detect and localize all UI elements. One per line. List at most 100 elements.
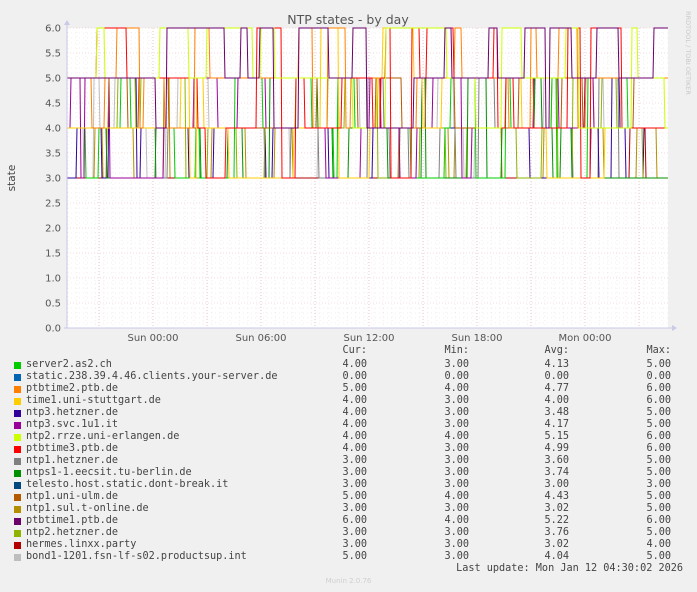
legend-value-avg: 3.74 <box>544 467 569 478</box>
legend-row: static.238.39.4.46.clients.your-server.d… <box>0 371 697 383</box>
legend-value-max: 4.00 <box>646 539 671 550</box>
y-tick-label: 1.5 <box>45 249 61 260</box>
legend-swatch <box>14 422 21 429</box>
legend-value-min: 3.00 <box>444 503 469 514</box>
legend-swatch <box>14 506 21 513</box>
legend-label: ptbtime3.ptb.de <box>26 443 119 454</box>
legend-value-cur: 4.00 <box>342 395 367 406</box>
x-tick-labels: Sun 00:00 Sun 06:00 Sun 12:00 Sun 18:00 Mon … <box>127 333 611 344</box>
legend-value-cur: 5.00 <box>342 491 367 502</box>
y-axis-label: state <box>6 165 18 192</box>
legend-label: bond1-1201.fsn-lf-s02.productsup.int <box>26 551 247 562</box>
legend-swatch <box>14 362 21 369</box>
legend-row: ptbtime3.ptb.de 4.00 3.00 4.99 6.00 <box>0 443 697 455</box>
y-tick-label: 5.0 <box>45 74 61 85</box>
x-tick-label: Sun 18:00 <box>451 333 502 344</box>
legend-swatch <box>14 386 21 393</box>
x-tick-label: Sun 00:00 <box>127 333 178 344</box>
legend-value-cur: 3.00 <box>342 503 367 514</box>
y-tick-label: 2.0 <box>45 224 61 235</box>
y-tick-label: 4.0 <box>45 124 61 135</box>
legend-label: ntp1.uni-ulm.de <box>26 491 119 502</box>
legend-row: telesto.host.static.dont-break.it 3.00 3.0… <box>0 479 697 491</box>
legend-swatch <box>14 434 21 441</box>
series-line-server2-as2-ch <box>67 77 668 179</box>
ntp-states-chart: NTP states - by day state RRDTOOL / TOBI… <box>6 11 692 344</box>
legend-value-min: 3.00 <box>444 359 469 370</box>
series-line-ntp2-rrze-uni-erlangen-de <box>67 27 668 129</box>
legend-swatch <box>14 446 21 453</box>
legend-value-max: 5.00 <box>646 467 671 478</box>
legend-swatch <box>14 542 21 549</box>
legend-label: static.238.39.4.46.clients.your-server.d… <box>26 371 278 382</box>
legend-row: ntp1.sul.t-online.de 3.00 3.00 3.02 5.00 <box>0 503 697 515</box>
y-tick-label: 3.5 <box>45 149 61 160</box>
legend-label: ntp1.hetzner.de <box>26 455 119 466</box>
legend-value-cur: 4.00 <box>342 419 367 430</box>
legend-value-avg: 3.60 <box>544 455 569 466</box>
y-tick-label: 6.0 <box>45 24 61 35</box>
y-tick-label: 2.5 <box>45 199 61 210</box>
legend-value-min: 3.00 <box>444 467 469 478</box>
legend-value-cur: 0.00 <box>342 371 367 382</box>
munin-version: Munin 2.0.76 <box>325 577 372 585</box>
legend-swatch <box>14 530 21 537</box>
legend-value-min: 3.00 <box>444 395 469 406</box>
legend-value-avg: 4.99 <box>544 443 569 454</box>
legend-value-cur: 4.00 <box>342 359 367 370</box>
legend-row: ptbtime2.ptb.de 5.00 4.00 4.77 6.00 <box>0 383 697 395</box>
legend-swatch <box>14 398 21 405</box>
y-tick-label: 3.0 <box>45 174 61 185</box>
legend-value-cur: 3.00 <box>342 527 367 538</box>
legend-row: ntps1-1.eecsit.tu-berlin.de 3.00 3.00 3.74 5… <box>0 467 697 479</box>
legend-value-min: 3.00 <box>444 527 469 538</box>
legend-value-min: 3.00 <box>444 455 469 466</box>
legend-value-max: 6.00 <box>646 443 671 454</box>
legend-value-max: 5.00 <box>646 503 671 514</box>
legend-value-min: 3.00 <box>444 479 469 490</box>
legend-swatch <box>14 554 21 561</box>
x-tick-label: Sun 12:00 <box>343 333 394 344</box>
y-axis-arrow <box>64 20 70 25</box>
legend-swatch <box>14 470 21 477</box>
legend-label: ntp1.sul.t-online.de <box>26 503 149 514</box>
legend-value-avg: 0.00 <box>544 371 569 382</box>
x-axis-arrow <box>672 325 677 331</box>
legend-row: time1.uni-stuttgart.de 4.00 3.00 4.00 6.00 <box>0 395 697 407</box>
legend-value-avg: 4.77 <box>544 383 569 394</box>
legend-value-cur: 5.00 <box>342 383 367 394</box>
series-line-ptbtime1-ptb-de <box>67 27 668 129</box>
legend-label: ntps1-1.eecsit.tu-berlin.de <box>26 467 192 478</box>
y-tick-label: 5.5 <box>45 49 61 60</box>
x-tick-label: Mon 00:00 <box>558 333 611 344</box>
legend-label: ntp2.rrze.uni-erlangen.de <box>26 431 180 442</box>
legend-value-avg: 5.22 <box>544 515 569 526</box>
legend-rows: server2.as2.ch 4.00 3.00 4.13 5.00 static.238… <box>0 359 697 563</box>
legend-label: ntp3.hetzner.de <box>26 407 119 418</box>
legend-row: bond1-1201.fsn-lf-s02.productsup.int 5.00… <box>0 551 697 563</box>
legend-value-cur: 3.00 <box>342 467 367 478</box>
legend-value-avg: 4.13 <box>544 359 569 370</box>
y-tick-label: 1.0 <box>45 274 61 285</box>
legend-value-avg: 3.00 <box>544 479 569 490</box>
legend-value-min: 0.00 <box>444 371 469 382</box>
rrdtool-watermark: RRDTOOL / TOBI OETIKER <box>684 11 692 95</box>
legend-swatch <box>14 518 21 525</box>
series-line-time1-uni-stuttgart-de <box>67 27 668 179</box>
legend-value-max: 5.00 <box>646 527 671 538</box>
legend-value-avg: 4.00 <box>544 395 569 406</box>
legend-value-max: 5.00 <box>646 407 671 418</box>
column-header-avg: Avg: <box>544 345 569 356</box>
legend-swatch <box>14 374 21 381</box>
chart-title: NTP states - by day <box>287 12 409 27</box>
legend-value-cur: 5.00 <box>342 551 367 562</box>
legend-value-avg: 5.15 <box>544 431 569 442</box>
legend-value-min: 4.00 <box>444 515 469 526</box>
legend-value-min: 3.00 <box>444 539 469 550</box>
legend-value-max: 5.00 <box>646 359 671 370</box>
legend-value-avg: 3.02 <box>544 539 569 550</box>
legend-value-max: 6.00 <box>646 383 671 394</box>
legend-row: ntp1.uni-ulm.de 5.00 4.00 4.43 5.00 <box>0 491 697 503</box>
legend-value-min: 4.00 <box>444 491 469 502</box>
legend-value-cur: 4.00 <box>342 407 367 418</box>
